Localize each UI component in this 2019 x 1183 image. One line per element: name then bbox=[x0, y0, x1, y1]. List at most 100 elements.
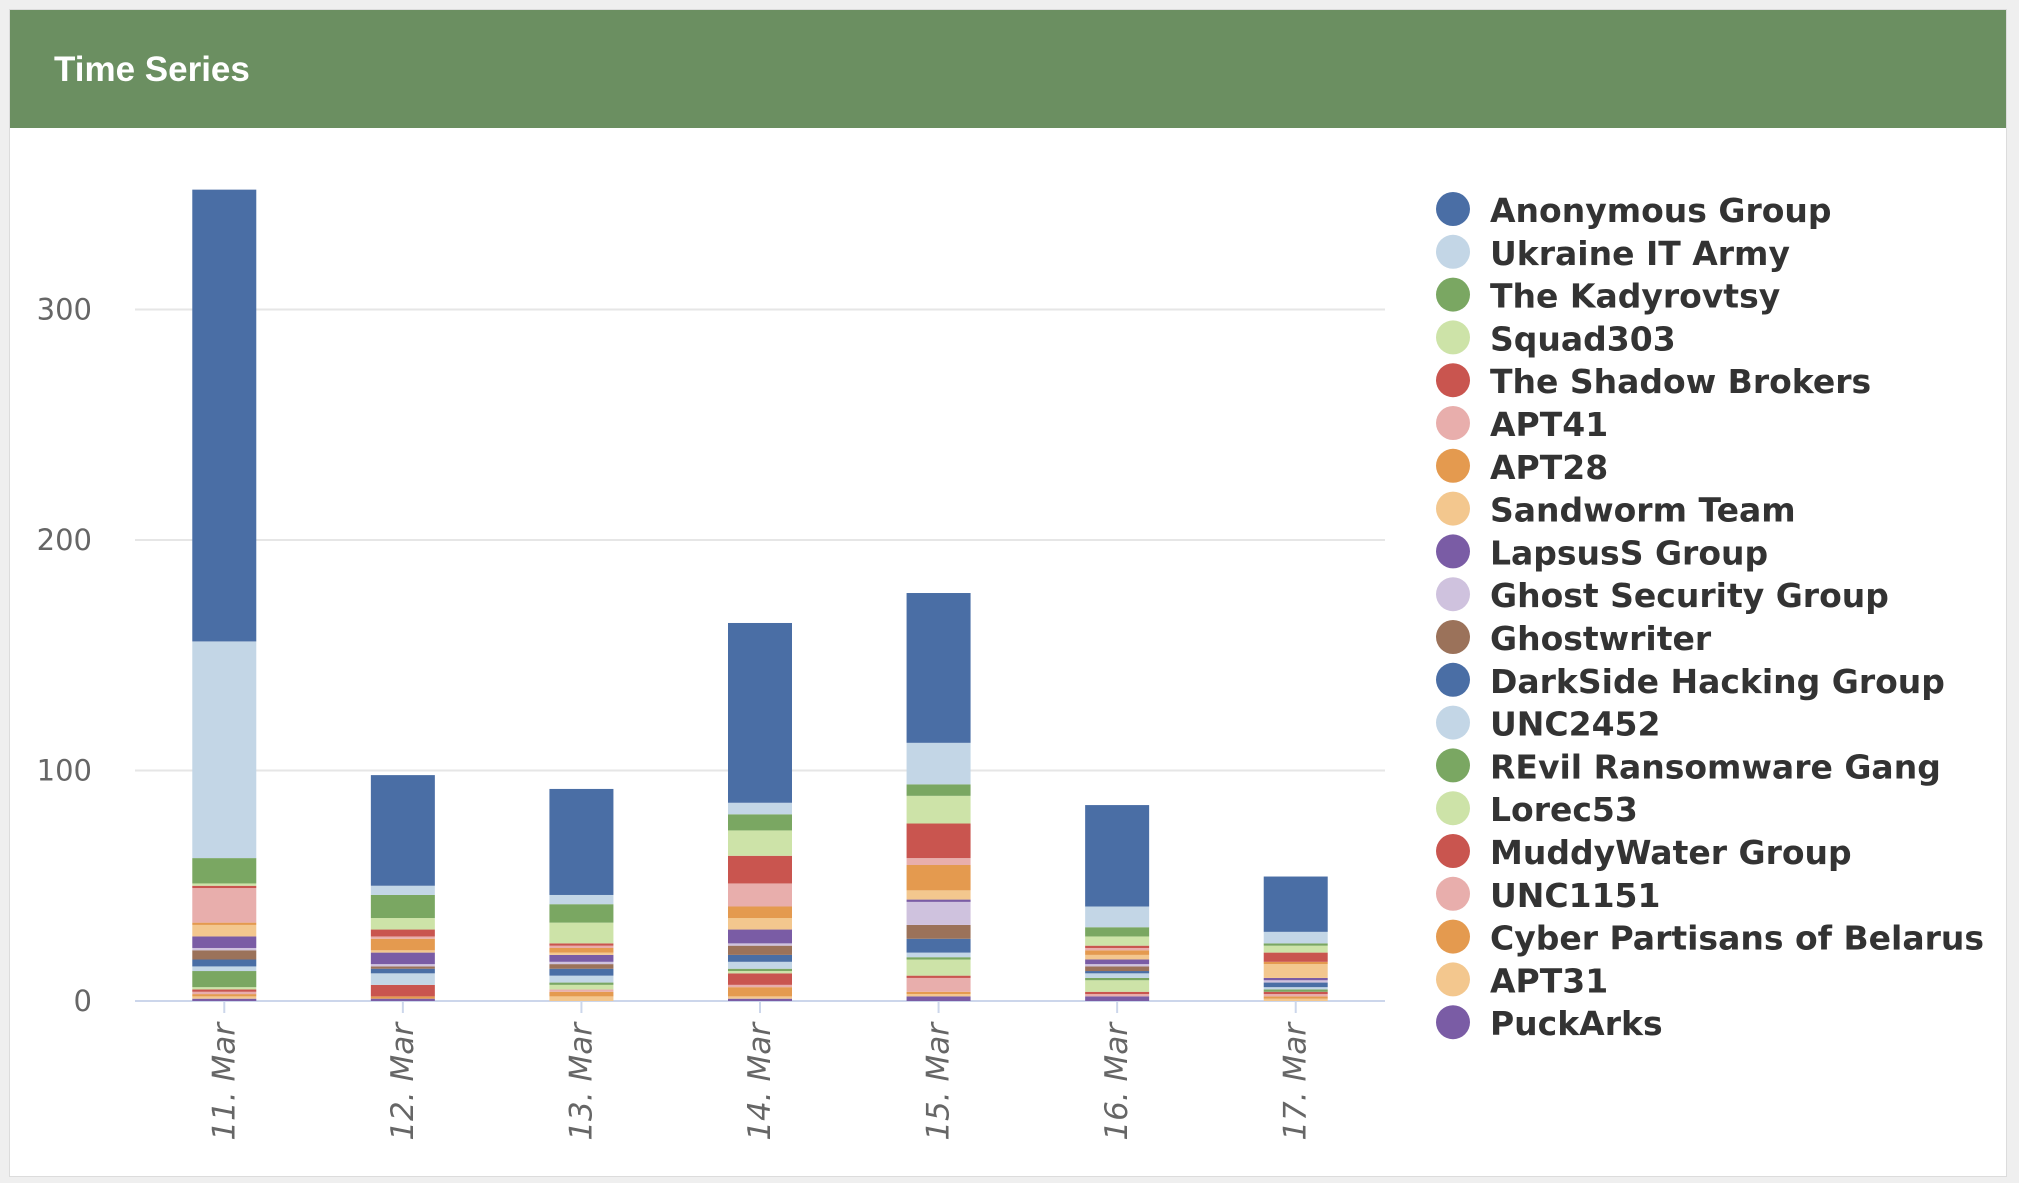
bar-segment bbox=[370, 929, 435, 937]
bar-segment bbox=[1263, 945, 1328, 953]
x-tick-label: 11. Mar bbox=[206, 1021, 242, 1141]
legend-marker bbox=[1436, 1005, 1470, 1040]
bar-segment bbox=[728, 830, 792, 856]
bar-segment bbox=[1263, 952, 1328, 962]
bar-segment bbox=[728, 855, 792, 884]
bar-segment bbox=[192, 950, 257, 960]
bar-segment bbox=[549, 991, 614, 997]
legend-label: MuddyWater Group bbox=[1490, 833, 1852, 872]
legend-label: Lorec53 bbox=[1490, 790, 1638, 829]
bar-segment bbox=[1085, 927, 1150, 937]
legend-marker bbox=[1436, 876, 1470, 911]
bar-segment bbox=[370, 938, 435, 951]
bar-segment bbox=[370, 918, 435, 930]
bar-segment bbox=[370, 996, 435, 999]
bar-segment bbox=[1085, 994, 1150, 997]
bar-segment bbox=[1085, 996, 1150, 1001]
legend-label: Ghostwriter bbox=[1490, 619, 1712, 658]
bar-segment bbox=[192, 947, 257, 951]
panel-title: Time Series bbox=[54, 50, 250, 89]
bar-segment bbox=[728, 883, 792, 907]
legend-label: APT31 bbox=[1490, 961, 1608, 1000]
bar-segment bbox=[1085, 959, 1150, 965]
bar-segment bbox=[370, 894, 435, 919]
bar-segment bbox=[906, 994, 971, 997]
x-tick-label: 13. Mar bbox=[563, 1021, 599, 1141]
legend-label: APT28 bbox=[1490, 448, 1608, 487]
legend-marker bbox=[1436, 406, 1470, 440]
bar-segment bbox=[370, 966, 435, 969]
bar-segment bbox=[549, 952, 614, 955]
bar-segment bbox=[1085, 964, 1150, 967]
legend-label: Ukraine IT Army bbox=[1490, 234, 1790, 273]
bar-segment bbox=[549, 904, 614, 923]
bar-segment bbox=[1263, 980, 1328, 983]
bar-segment bbox=[906, 996, 971, 1001]
bar-segment bbox=[370, 984, 435, 997]
bar-segment bbox=[1263, 987, 1328, 990]
bar-segment bbox=[549, 964, 614, 969]
y-tick-label: 100 bbox=[37, 754, 92, 788]
bar-segment bbox=[906, 924, 971, 939]
bar-segment bbox=[549, 788, 614, 895]
y-tick-label: 0 bbox=[74, 984, 92, 1018]
legend-label: REvil Ransomware Gang bbox=[1490, 747, 1941, 786]
bar-segment bbox=[192, 971, 257, 988]
legend-label: DarkSide Hacking Group bbox=[1490, 662, 1945, 701]
bar-segment bbox=[549, 922, 614, 944]
bar-segment bbox=[192, 885, 257, 889]
bar-segment bbox=[192, 996, 257, 999]
bar-segment bbox=[1263, 989, 1328, 992]
legend-marker bbox=[1436, 705, 1470, 740]
y-tick-label: 200 bbox=[37, 523, 92, 557]
bar-segment bbox=[906, 901, 971, 925]
bar-segment bbox=[1085, 977, 1150, 981]
legend-marker bbox=[1436, 919, 1470, 954]
bar-segment bbox=[728, 961, 792, 969]
bar-segment bbox=[906, 593, 971, 743]
bar-segment bbox=[370, 775, 435, 886]
bar-segment bbox=[549, 989, 614, 992]
bar-segment bbox=[192, 924, 257, 937]
bar-segment bbox=[1263, 998, 1328, 1001]
bar-segment bbox=[1263, 991, 1328, 995]
bar-segment bbox=[549, 943, 614, 946]
bar-segment bbox=[1263, 943, 1328, 946]
legend-marker bbox=[1436, 662, 1470, 697]
legend-label: PuckArks bbox=[1490, 1004, 1663, 1043]
bar-segment bbox=[1263, 982, 1328, 988]
bar-segment bbox=[192, 987, 257, 990]
legend-label: Sandworm Team bbox=[1490, 491, 1796, 530]
legend-label: Cyber Partisans of Belarus bbox=[1490, 919, 1984, 958]
bar-segment bbox=[1263, 977, 1328, 981]
bar-segment bbox=[1085, 906, 1150, 928]
bar-segment bbox=[728, 943, 792, 946]
bar-segment bbox=[728, 971, 792, 974]
bar-segment bbox=[192, 936, 257, 948]
x-tick-label: 16. Mar bbox=[1099, 1021, 1135, 1141]
y-tick-label: 300 bbox=[37, 293, 92, 327]
legend-label: UNC2452 bbox=[1490, 705, 1660, 744]
bar-segment bbox=[370, 885, 435, 895]
bar-segment bbox=[906, 890, 971, 900]
bar-segment bbox=[906, 858, 971, 866]
bar-segment bbox=[906, 952, 971, 958]
bar-segment bbox=[728, 998, 792, 1001]
bar-segment bbox=[728, 929, 792, 944]
legend-marker bbox=[1436, 748, 1470, 783]
bar-segment bbox=[728, 996, 792, 999]
bar-segment bbox=[192, 888, 257, 923]
bar-segment bbox=[906, 795, 971, 824]
bar-segment bbox=[1263, 994, 1328, 997]
bar-segment bbox=[1085, 980, 1150, 992]
bar-segment bbox=[728, 906, 792, 919]
bar-segment bbox=[906, 977, 971, 992]
legend-marker bbox=[1436, 834, 1470, 868]
bar-segment bbox=[1263, 931, 1328, 944]
bar-segment bbox=[549, 968, 614, 976]
bar-segment bbox=[192, 966, 257, 972]
time-series-panel: Time Series bbox=[9, 9, 2007, 1177]
bar-segment bbox=[728, 814, 792, 831]
bar-segment bbox=[728, 954, 792, 962]
legend-label: LapsusS Group bbox=[1490, 533, 1768, 572]
